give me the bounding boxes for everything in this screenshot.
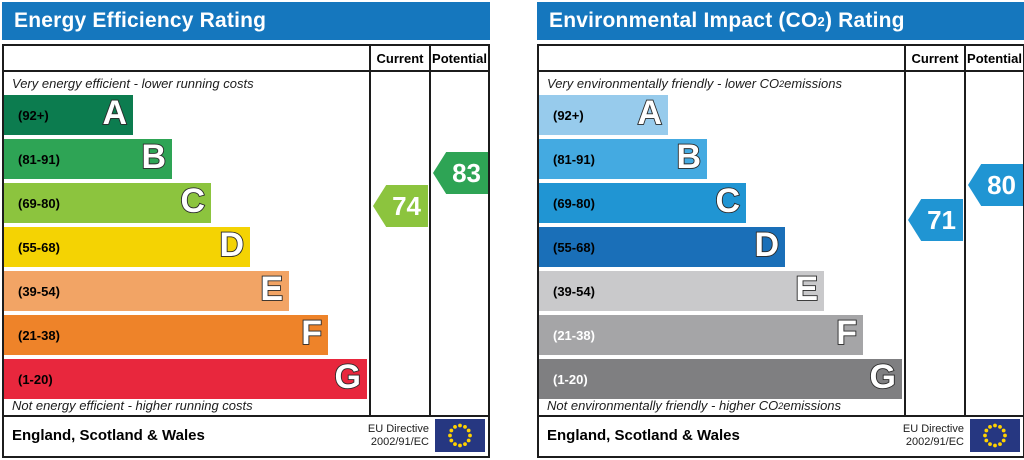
band-range-label: (81-91) (553, 151, 595, 167)
bottom-caption: Not environmentally friendly - higher CO… (547, 398, 842, 413)
column-divider (429, 72, 431, 415)
band-letter: D (219, 225, 245, 265)
eu-flag-icon (970, 419, 1020, 452)
band-letter: D (754, 225, 780, 265)
energy-chart-body: Very energy efficient - lower running co… (4, 72, 488, 417)
band-a: (92+) A (539, 93, 668, 135)
title-text: Environmental Impact (CO (549, 9, 818, 32)
band-letter: C (180, 181, 206, 221)
column-header-row: Current Potential (4, 46, 488, 72)
column-divider (369, 72, 371, 415)
footer-row: England, Scotland & Wales EU Directive 2… (4, 417, 488, 454)
band-d: (55-68) D (539, 225, 785, 267)
potential-rating-arrow: 83 (433, 152, 488, 194)
band-range-label: (69-80) (18, 195, 60, 211)
eu-directive-label: EU Directive 2002/91/EC (367, 422, 429, 448)
band-letter: E (259, 269, 283, 309)
band-range-label: (39-54) (18, 283, 60, 299)
current-column-header: Current (904, 46, 964, 70)
band-letter: F (300, 313, 323, 353)
band-letter: G (334, 357, 362, 397)
current-rating-arrow: 71 (908, 199, 963, 241)
band-range-label: (81-91) (18, 151, 60, 167)
potential-column-header: Potential (429, 46, 488, 70)
current-column-header: Current (369, 46, 429, 70)
band-letter: B (141, 137, 167, 177)
column-divider (964, 72, 966, 415)
band-c: (69-80) C (539, 181, 746, 223)
potential-column-header: Potential (964, 46, 1023, 70)
band-range-label: (92+) (18, 107, 49, 123)
band-range-label: (92+) (553, 107, 584, 123)
band-b: (81-91) B (4, 137, 172, 179)
top-caption: Very energy efficient - lower running co… (12, 76, 254, 91)
eu-directive-label: EU Directive 2002/91/EC (902, 422, 964, 448)
band-f: (21-38) F (539, 313, 863, 355)
band-d: (55-68) D (4, 225, 250, 267)
title-text: Energy Efficiency Rating (14, 9, 267, 32)
current-rating-value: 74 (392, 190, 421, 221)
energy-rating-table: Current Potential Very energy efficient … (2, 44, 490, 458)
title-sub: 2 (817, 13, 825, 29)
environmental-impact-title: Environmental Impact (CO 2) Rating (537, 2, 1024, 40)
band-range-label: (69-80) (553, 195, 595, 211)
region-label: England, Scotland & Wales (12, 427, 205, 444)
band-range-label: (1-20) (553, 371, 588, 387)
band-letter: E (794, 269, 818, 309)
header-spacer (4, 46, 369, 70)
column-divider (904, 72, 906, 415)
band-g: (1-20) G (4, 357, 367, 399)
top-caption: Very environmentally friendly - lower CO… (547, 76, 842, 91)
co2-chart-body: Very environmentally friendly - lower CO… (539, 72, 1023, 417)
band-letter: C (715, 181, 741, 221)
current-rating-arrow: 74 (373, 185, 428, 227)
band-range-label: (55-68) (553, 239, 595, 255)
title-post: ) Rating (824, 9, 905, 32)
band-g: (1-20) G (539, 357, 902, 399)
band-letter: A (637, 93, 663, 133)
band-letter: G (869, 357, 897, 397)
potential-rating-value: 80 (987, 169, 1016, 200)
energy-efficiency-panel: Energy Efficiency Rating Current Potenti… (2, 2, 490, 458)
bottom-caption: Not energy efficient - higher running co… (12, 398, 253, 413)
band-e: (39-54) E (539, 269, 824, 311)
co2-rating-table: Current Potential Very environmentally f… (537, 44, 1024, 458)
band-range-label: (55-68) (18, 239, 60, 255)
band-letter: B (676, 137, 702, 177)
band-b: (81-91) B (539, 137, 707, 179)
column-header-row: Current Potential (539, 46, 1023, 72)
band-letter: F (835, 313, 858, 353)
energy-efficiency-title: Energy Efficiency Rating (2, 2, 490, 40)
band-f: (21-38) F (4, 313, 328, 355)
header-spacer (539, 46, 904, 70)
potential-rating-arrow: 80 (968, 164, 1023, 206)
band-range-label: (21-38) (553, 327, 595, 343)
potential-rating-value: 83 (452, 157, 481, 188)
band-range-label: (1-20) (18, 371, 53, 387)
footer-row: England, Scotland & Wales EU Directive 2… (539, 417, 1023, 454)
band-c: (69-80) C (4, 181, 211, 223)
region-label: England, Scotland & Wales (547, 427, 740, 444)
eu-flag-icon (435, 419, 485, 452)
band-letter: A (102, 93, 128, 133)
band-a: (92+) A (4, 93, 133, 135)
current-rating-value: 71 (927, 204, 956, 235)
environmental-impact-panel: Environmental Impact (CO 2) Rating Curren… (537, 2, 1024, 458)
band-range-label: (39-54) (553, 283, 595, 299)
band-range-label: (21-38) (18, 327, 60, 343)
band-e: (39-54) E (4, 269, 289, 311)
